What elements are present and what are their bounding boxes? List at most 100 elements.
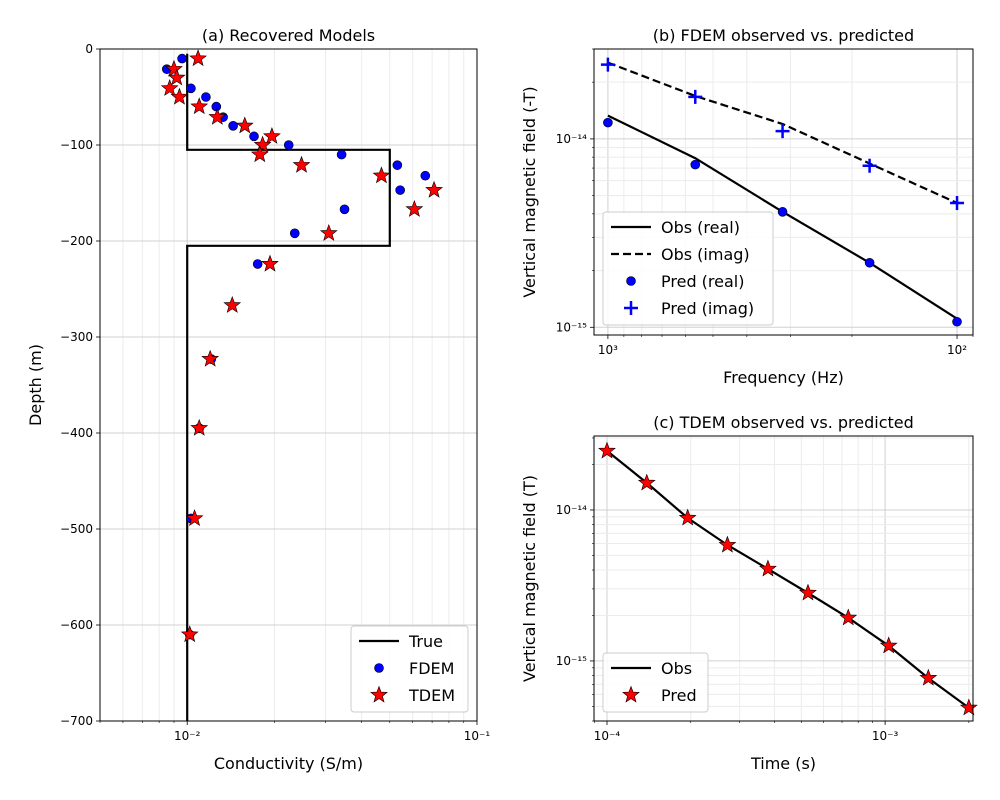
data-point-star (180, 625, 199, 643)
data-point-star (253, 135, 272, 153)
data-point-star (190, 97, 209, 115)
data-point-circle (952, 316, 962, 327)
y-axis-label: Depth (m) (26, 344, 45, 426)
data-point-star (959, 698, 978, 716)
data-point-star (167, 68, 186, 86)
data-point-star (190, 418, 209, 436)
data-point-star (637, 473, 656, 491)
data-point-circle (420, 170, 431, 181)
chart-title: (b) FDEM observed vs. predicted (653, 26, 914, 45)
chart-title: (c) TDEM observed vs. predicted (653, 413, 914, 432)
axes-frame (99, 48, 478, 722)
data-point-circle (777, 207, 788, 217)
data-point-star (759, 559, 777, 577)
y-tick-label: −200 (60, 234, 93, 248)
data-point-circle (252, 259, 263, 269)
data-point-star (185, 509, 204, 527)
y-axis-label: Vertical magnetic field (T) (520, 475, 539, 682)
axes-frame (593, 435, 974, 722)
data-point-circle (201, 92, 211, 102)
data-point-circle (395, 185, 405, 195)
y-tick-label: −500 (60, 522, 93, 536)
data-point-star (919, 668, 938, 686)
y-tick-label: 10⁻¹⁴ (556, 503, 587, 517)
data-point-star (223, 295, 242, 313)
data-point-circle (603, 117, 613, 128)
legend-swatch (624, 301, 638, 315)
x-axis-label: Frequency (Hz) (723, 368, 844, 387)
y-tick-label: −400 (60, 426, 93, 440)
data-point-circle (289, 228, 300, 239)
series-group (160, 49, 443, 721)
data-point-star (718, 535, 737, 553)
x-tick-label: 10⁻² (174, 729, 201, 743)
data-point-star (250, 145, 269, 163)
legend-label: Pred (imag) (661, 299, 754, 318)
data-point-circle (228, 121, 238, 131)
chart-title: (a) Recovered Models (202, 26, 375, 45)
data-point-star (292, 155, 311, 173)
series-line-true (186, 53, 391, 721)
y-tick-label: 10⁻¹⁴ (556, 132, 587, 146)
data-point-star (372, 166, 391, 184)
legend-label: Pred (real) (661, 272, 744, 291)
data-point-circle (211, 101, 222, 112)
series-group (598, 441, 978, 716)
data-point-star (170, 87, 189, 105)
subplot-0: 10⁻² 10⁻¹ 0 −100 −200 −300 −400 −500 −600 −700 (a)… (26, 26, 490, 773)
series-line-obs-imag- (607, 61, 958, 205)
y-tick-label: −100 (60, 138, 93, 152)
y-axis-label: Vertical magnetic field (-T) (520, 86, 539, 297)
data-point-star (235, 116, 254, 134)
y-tick-label: 10⁻¹⁵ (556, 654, 587, 668)
data-point-plus (600, 57, 615, 72)
data-point-star (678, 508, 697, 526)
subplot-1: 10³ 10² 10⁻¹⁴ 10⁻¹⁵ (b) FDEM observed vs. pr… (520, 26, 974, 387)
data-point-star (799, 583, 817, 601)
data-point-star (879, 636, 898, 654)
y-tick-label: −700 (60, 714, 93, 728)
legend: Obs (real) Obs (imag) Pred (real) Pred (ima… (602, 211, 774, 326)
x-tick-label: 10⁻⁴ (594, 729, 621, 743)
x-axis-label: Conductivity (S/m) (214, 754, 363, 773)
legend-box (602, 211, 774, 326)
data-point-plus (688, 89, 703, 104)
series-group (600, 57, 965, 327)
y-tick-label: −600 (60, 618, 93, 632)
data-point-star (208, 107, 227, 125)
x-tick-label: 10³ (598, 343, 618, 357)
x-axis-label: Time (s) (750, 754, 816, 773)
legend: Obs Pred (602, 652, 709, 713)
data-point-circle (336, 149, 347, 160)
legend-swatch (370, 685, 388, 703)
legend-label: Obs (661, 659, 692, 678)
data-point-plus (950, 195, 965, 210)
data-point-star (319, 223, 338, 241)
data-point-star (405, 199, 424, 217)
y-tick-label: 10⁻¹⁵ (556, 320, 587, 334)
axes-frame (593, 48, 974, 336)
series-line-obs (606, 450, 970, 709)
x-tick-label: 10⁻³ (872, 729, 899, 743)
x-tick-label: 10⁻¹ (464, 729, 491, 743)
y-tick-label: −300 (60, 330, 93, 344)
legend-label: Pred (661, 686, 697, 705)
data-point-star (160, 79, 179, 96)
data-point-star (598, 441, 616, 459)
legend-label: FDEM (409, 659, 454, 678)
data-point-plus (862, 158, 877, 173)
x-tick-label: 10² (947, 343, 967, 357)
legend-swatch (374, 663, 384, 673)
data-point-circle (339, 204, 350, 215)
legend-label: Obs (imag) (661, 245, 750, 264)
data-point-circle (864, 257, 875, 268)
legend-label: TDEM (408, 686, 455, 705)
data-point-circle (283, 140, 294, 150)
data-point-star (261, 254, 279, 272)
legend: True FDEM TDEM (350, 625, 469, 713)
data-point-star (263, 127, 281, 144)
data-point-circle (249, 131, 259, 142)
data-point-star (189, 49, 207, 67)
subplot-2: 10⁻⁴ 10⁻³ 10⁻¹⁴ 10⁻¹⁵ (c) TDEM observed vs. … (520, 413, 978, 773)
